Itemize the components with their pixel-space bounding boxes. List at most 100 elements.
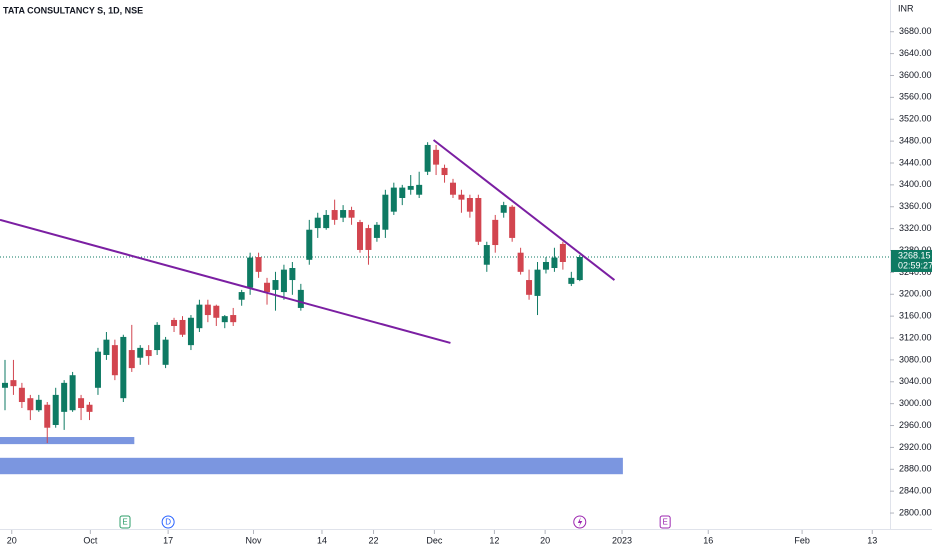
candle-body [534, 269, 541, 296]
y-tick-label: 3200.00 [899, 289, 932, 299]
candle-body [576, 256, 583, 281]
candle-body [272, 280, 279, 290]
event-marker [119, 515, 131, 529]
y-tick-label: 3520.00 [899, 114, 932, 124]
event-marker [659, 515, 671, 529]
event-marker [161, 515, 175, 529]
candle-body [86, 404, 93, 412]
candle-body [27, 398, 34, 411]
trendline [0, 218, 451, 344]
y-tick-label: 3280.00 [899, 245, 932, 255]
candle-body [466, 197, 473, 212]
candle-body [365, 228, 372, 250]
candle-body [314, 217, 321, 229]
last-price-label: 3268.15 [898, 250, 931, 260]
candle-body [458, 194, 465, 200]
candle-body [238, 292, 245, 300]
y-tick-label: 3080.00 [899, 354, 932, 364]
candle-body [373, 224, 380, 238]
y-tick-label: 3440.00 [899, 157, 932, 167]
candle-body [407, 185, 414, 190]
event-label: E [662, 518, 667, 527]
y-tick-label: 3120.00 [899, 332, 932, 342]
y-tick-label: 3600.00 [899, 70, 932, 80]
candle-body [357, 222, 364, 250]
candle-body [323, 214, 330, 229]
candle-body [154, 324, 161, 351]
zone [0, 437, 135, 445]
candle-body [424, 144, 431, 172]
y-tick-label: 2880.00 [899, 464, 932, 474]
candle-body [449, 182, 456, 195]
candle-body [255, 257, 262, 272]
candle-body [44, 404, 51, 428]
y-tick-label: 3000.00 [899, 398, 932, 408]
y-tick-label: 3400.00 [899, 179, 932, 189]
candle-body [492, 219, 499, 246]
candle-body [35, 399, 42, 411]
candle-body [61, 382, 68, 412]
candle-body [52, 394, 59, 425]
y-tick-label: 2800.00 [899, 507, 932, 517]
candle-body [348, 210, 355, 218]
trendline [432, 139, 616, 281]
candle-body [289, 268, 296, 281]
candle-body [103, 339, 110, 355]
candle-body [137, 347, 144, 358]
candle-body [542, 261, 549, 270]
candle-body [247, 257, 254, 288]
y-tick-label: 3360.00 [899, 201, 932, 211]
candle-body [69, 375, 76, 411]
event-label: D [165, 518, 171, 527]
candle-body [111, 345, 118, 376]
candle-body [399, 187, 406, 198]
candle-body [179, 319, 186, 335]
candle-body [230, 315, 237, 323]
candle-body [196, 304, 203, 329]
candle-body [1, 382, 8, 388]
candle-body [171, 319, 178, 326]
candle-body [433, 149, 440, 165]
x-tick-label: Oct [83, 535, 98, 545]
candle-body [94, 351, 101, 388]
y-tick-label: 3040.00 [899, 376, 932, 386]
candle-body [120, 336, 127, 399]
candle-body [264, 282, 271, 293]
x-tick-label: 20 [540, 535, 550, 545]
candle-body [559, 243, 566, 262]
x-tick-label: Nov [245, 535, 262, 545]
candle-body [416, 184, 423, 195]
last-price-box [891, 249, 932, 272]
x-tick-label: 22 [369, 535, 379, 545]
y-tick-label: 3160.00 [899, 311, 932, 321]
y-tick-label: 2960.00 [899, 420, 932, 430]
candle-body [517, 252, 524, 272]
y-tick-label: 2840.00 [899, 486, 932, 496]
candle-body [128, 350, 135, 369]
candle-body [500, 205, 507, 213]
y-tick-label: 2920.00 [899, 442, 932, 452]
x-tick-label: 17 [163, 535, 173, 545]
y-tick-label: 3680.00 [899, 26, 932, 36]
zone [0, 457, 623, 475]
y-tick-label: 3320.00 [899, 223, 932, 233]
chart-title: TATA CONSULTANCY S, 1D, NSE [3, 5, 143, 15]
candle-body [297, 289, 304, 308]
candle-body [213, 305, 220, 318]
candle-body [526, 280, 533, 295]
candle-body [441, 167, 448, 176]
candle-body [390, 187, 397, 212]
y-tick-label: 3560.00 [899, 92, 932, 102]
candle-body [483, 245, 490, 265]
candle-body [204, 304, 211, 316]
candle-body [10, 380, 17, 387]
event-label: E [122, 518, 127, 527]
x-tick-label: 2023 [612, 535, 632, 545]
x-tick-label: 16 [703, 535, 713, 545]
x-tick-label: 12 [489, 535, 499, 545]
candle-body [145, 350, 152, 357]
candle-body [475, 197, 482, 242]
x-tick-label: 20 [7, 535, 17, 545]
currency-label: INR [898, 3, 914, 13]
